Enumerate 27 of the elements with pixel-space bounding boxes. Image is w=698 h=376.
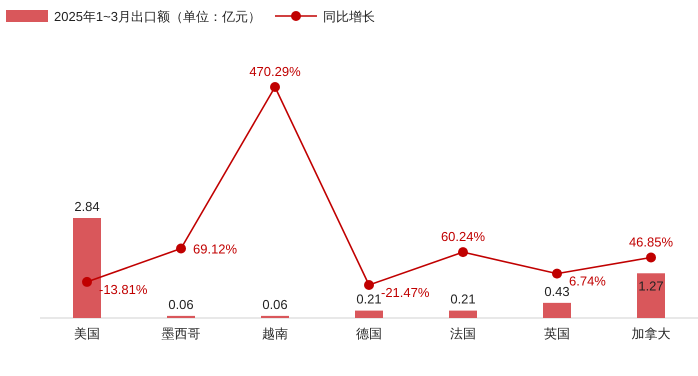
bar [355,310,383,318]
x-tick-label: 越南 [262,326,288,341]
x-tick-label: 墨西哥 [162,326,200,341]
x-tick-label: 法国 [450,326,476,341]
data-label: 0.43 [544,284,570,299]
data-label: 6.74% [569,274,606,289]
bar [449,310,477,318]
bar [73,218,101,318]
x-tick-label: 德国 [356,326,382,341]
data-label: 0.21 [356,292,382,307]
x-tick-label: 加拿大 [632,326,670,341]
data-label: -21.47% [381,285,430,300]
data-label: 470.29% [249,64,302,79]
bar [543,302,571,318]
bar [637,273,665,318]
data-label: 0.06 [168,296,194,312]
x-tick-label: 美国 [74,326,100,341]
legend-label: 2025年1~3月出口额（单位：亿元） [54,9,261,24]
legend-label: 同比增长 [322,9,375,24]
data-label: 0.21 [450,292,476,307]
data-label: 69.12% [193,242,238,257]
x-tick-label: 英国 [544,326,570,341]
data-label: 2.84 [74,199,100,214]
data-label: 46.85% [628,234,674,250]
data-label: 1.27 [638,278,664,294]
data-label: 0.06 [262,296,288,312]
data-label: 60.24% [440,229,486,244]
